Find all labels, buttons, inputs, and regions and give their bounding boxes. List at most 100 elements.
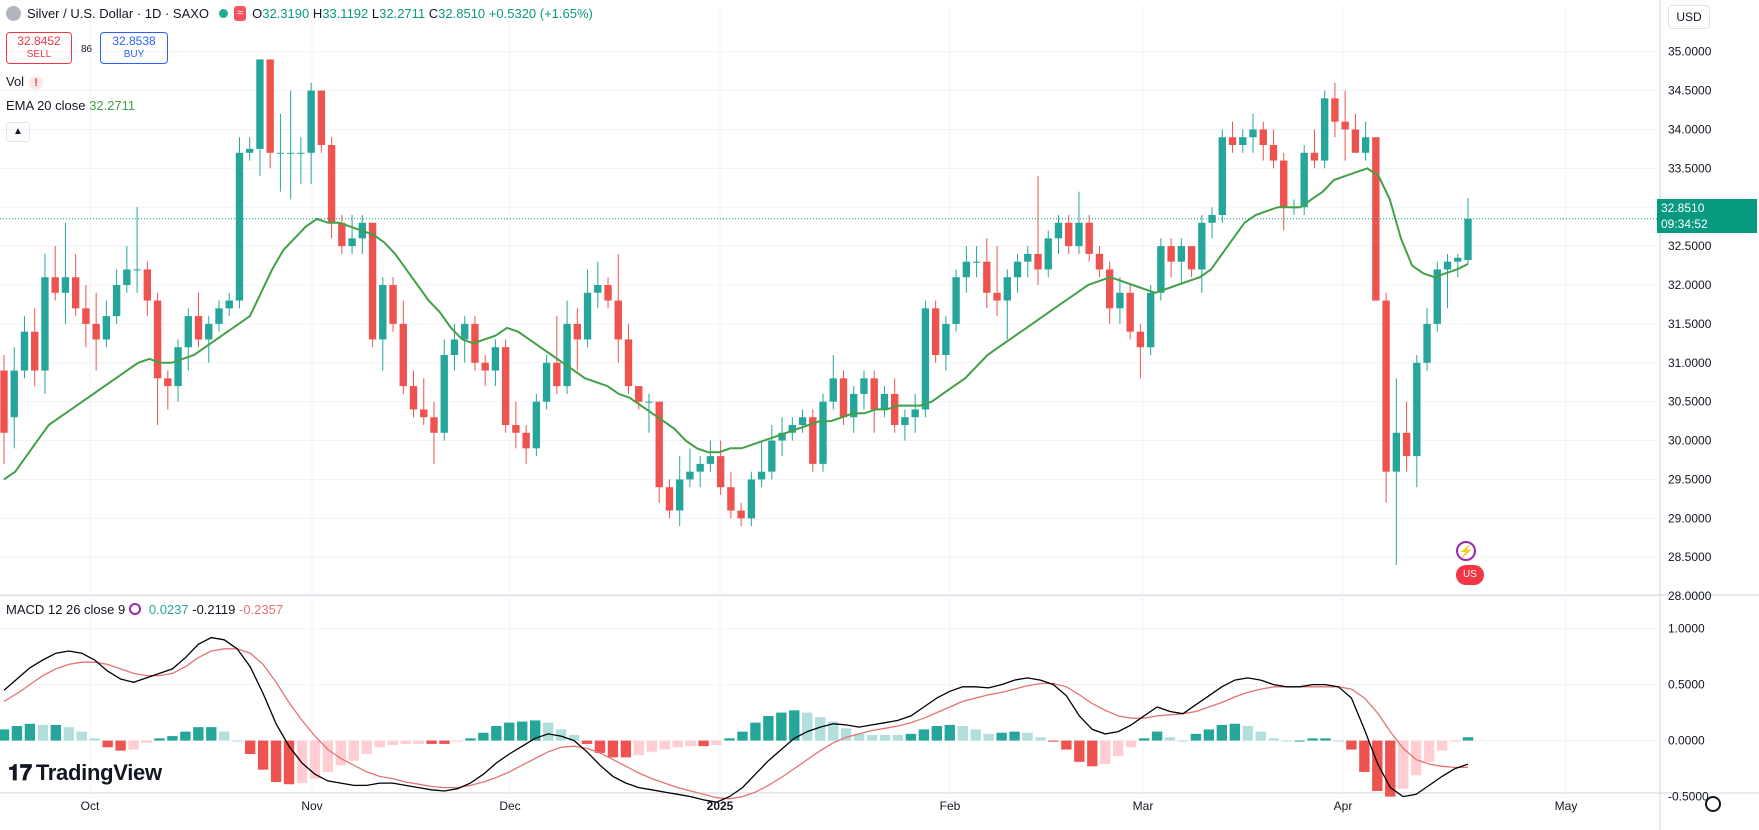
macd-histogram-bar	[1359, 740, 1370, 772]
candle-body	[716, 456, 725, 488]
candle-body	[31, 331, 39, 371]
candle-body	[1249, 129, 1257, 138]
macd-pane	[0, 636, 1474, 803]
candle-body	[1024, 253, 1032, 262]
macd-histogram-bar	[63, 727, 74, 741]
macd-histogram-bar	[296, 740, 308, 784]
candle-body	[1392, 432, 1401, 472]
macd-histogram-bar	[1203, 729, 1215, 741]
macd-histogram-bar	[827, 721, 839, 741]
candle-body	[450, 339, 459, 355]
sell-button[interactable]: 32.8452 SELL	[6, 32, 72, 64]
macd-histogram-bar	[944, 724, 955, 741]
candle-body	[225, 300, 233, 309]
event-flag-icon[interactable]: US	[1456, 565, 1484, 585]
candle-body	[481, 362, 489, 371]
candle-body	[430, 417, 438, 433]
macd-histogram-bar	[1113, 740, 1124, 757]
price-tick-label: 34.0000	[1668, 122, 1712, 136]
macd-histogram-bar	[724, 738, 735, 741]
macd-histogram-bar	[1346, 740, 1357, 750]
macd-histogram-bar	[542, 722, 554, 741]
candle-body	[512, 425, 520, 433]
candle-body	[1443, 261, 1452, 270]
candle-body	[164, 378, 172, 387]
macd-histogram-bar	[931, 726, 942, 741]
candle-body	[1228, 137, 1237, 145]
ema-legend[interactable]: EMA 20 close 32.2711	[6, 98, 136, 113]
macd-tick-label: 0.5000	[1668, 678, 1705, 692]
macd-histogram-bar	[776, 712, 787, 741]
macd-histogram-bar	[853, 733, 865, 741]
macd-histogram-bar	[348, 740, 359, 761]
macd-histogram-bar	[905, 733, 917, 741]
candle-body	[174, 347, 182, 387]
macd-signal-value: -0.2357	[239, 602, 284, 617]
warning-icon[interactable]: !	[29, 76, 44, 90]
candle-body	[645, 401, 653, 403]
candle-body	[737, 510, 745, 519]
candle-body	[788, 425, 796, 433]
candle-body	[256, 59, 264, 149]
macd-histogram-bar	[322, 740, 334, 772]
candle-body	[706, 456, 715, 464]
macd-histogram-bar	[698, 740, 709, 747]
candle-body	[1361, 137, 1370, 153]
collapse-legend-button[interactable]: ▲	[6, 122, 30, 142]
candle-body	[153, 300, 162, 379]
spread-value: 86	[81, 44, 93, 55]
candle-body	[420, 409, 428, 418]
macd-legend[interactable]: MACD 12 26 close 9 0.0237 -0.2119 -0.235…	[6, 602, 284, 617]
candle-body	[286, 152, 295, 154]
macd-histogram-bar	[141, 740, 152, 743]
candle-body	[880, 393, 889, 410]
candle-body	[583, 292, 592, 340]
candle-body	[399, 323, 407, 387]
candle-body	[1085, 222, 1093, 254]
candle-body	[1065, 222, 1073, 247]
symbol-title[interactable]: Silver / U.S. Dollar · 1D · SAXO	[27, 6, 210, 21]
candle-body	[635, 386, 643, 402]
tradingview-logo[interactable]: 𝟏𝟕 TradingView	[8, 760, 162, 785]
candle-body	[276, 152, 285, 154]
price-tick-label: 28.0000	[1668, 589, 1712, 603]
macd-tick-label: 0.0000	[1668, 734, 1705, 748]
vol-legend[interactable]: Vol!	[6, 74, 44, 90]
macd-histogram-bar	[840, 728, 852, 741]
macd-histogram-bar	[193, 727, 204, 741]
macd-histogram-bar	[0, 729, 10, 741]
candle-body	[1126, 292, 1134, 332]
macd-histogram-bar	[244, 740, 256, 755]
candle-body	[409, 386, 418, 410]
macd-histogram-bar	[1138, 738, 1150, 741]
candle-body	[604, 285, 612, 301]
macd-axis[interactable]: 1.0000 0.5000 0.0000 -0.5000	[1668, 622, 1709, 804]
candle-body	[1116, 292, 1124, 309]
currency-selector[interactable]: USD	[1668, 5, 1710, 29]
buy-button[interactable]: 32.8538 BUY	[100, 32, 168, 64]
macd-histogram-bar	[283, 740, 295, 785]
macd-histogram-bar	[439, 740, 450, 744]
price-axis[interactable]: 35.000034.500034.000033.500033.000032.50…	[1668, 45, 1712, 603]
time-axis[interactable]: Oct Nov Dec 2025 Feb Mar Apr May	[81, 799, 1578, 813]
macd-line-value: -0.2119	[192, 602, 236, 617]
candle-body	[389, 285, 397, 324]
macd-histogram-bar	[1268, 738, 1279, 741]
event-lightning-icon[interactable]: ⚡	[1456, 541, 1476, 561]
macd-histogram-bar	[24, 723, 36, 741]
price-tick-label: 28.5000	[1668, 550, 1712, 564]
candle-body	[1413, 362, 1421, 457]
time-tick-label: Feb	[940, 799, 961, 813]
macd-settings-icon[interactable]	[129, 603, 142, 615]
candle-body	[143, 269, 152, 301]
settings-icon[interactable]	[1705, 796, 1721, 812]
candle-body	[757, 471, 766, 480]
macd-histogram-bar	[1190, 733, 1202, 741]
candle-body	[1003, 277, 1011, 301]
buy-price: 32.8538	[112, 34, 156, 48]
candle-body	[798, 417, 807, 425]
macd-histogram-bar	[646, 740, 657, 752]
